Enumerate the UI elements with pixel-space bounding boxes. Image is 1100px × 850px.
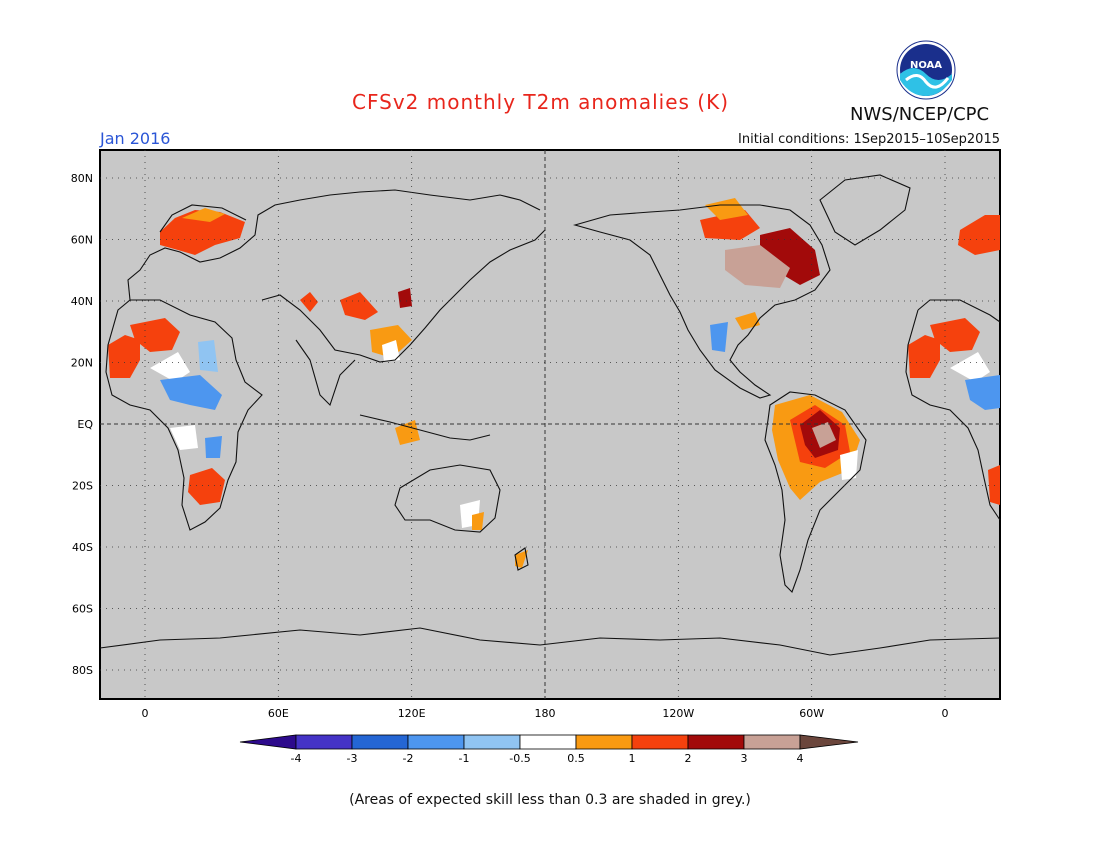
coastline-africa (105, 299, 263, 531)
lat-label: EQ (77, 418, 93, 431)
colorbar-tick-label: -2 (403, 752, 414, 765)
coastline-antarctica (99, 627, 1001, 656)
anomaly-patch-china (300, 292, 318, 312)
colorbar-max-arrow (799, 734, 859, 750)
colorbar-swatch (463, 734, 521, 750)
colorbar-tick-label: 1 (629, 752, 636, 765)
colorbar-tick-label: 3 (741, 752, 748, 765)
anomaly-patches (108, 198, 1000, 568)
lat-label: 20N (71, 357, 93, 370)
lat-label: 60N (71, 234, 93, 247)
lat-label: 40N (71, 295, 93, 308)
colorbar-tick-label: 0.5 (567, 752, 585, 765)
colorbar-swatch (295, 734, 353, 750)
colorbar-swatch (351, 734, 409, 750)
lon-label: 0 (142, 707, 149, 720)
lon-label: 120W (662, 707, 694, 720)
lon-label: 60W (799, 707, 824, 720)
colorbar-tick-label: -1 (459, 752, 470, 765)
colorbar-swatch (575, 734, 633, 750)
colorbar-tick-label: -4 (291, 752, 302, 765)
colorbar-swatch (743, 734, 801, 750)
colorbar-swatch (519, 734, 577, 750)
lat-label: 80S (72, 664, 93, 677)
lat-label: 60S (72, 603, 93, 616)
lat-label: 40S (72, 541, 93, 554)
colorbar: -4 -3 -2 -1 -0.5 0.5 1 2 3 4 (239, 734, 859, 765)
coastline-south-america (764, 391, 867, 593)
anomaly-patch-southern-africa (188, 468, 225, 505)
colorbar-tick-label: 4 (797, 752, 804, 765)
coastline-australia (394, 464, 501, 533)
axis-labels: 80N 60N 40N 20N EQ 20S 40S 60S 80S 0 60E 120E 180 120… (71, 172, 949, 720)
colorbar-tick-label: -3 (347, 752, 358, 765)
anomaly-patch-scandinavia (160, 210, 245, 255)
lat-label: 80N (71, 172, 93, 185)
colorbar-tick-label: 2 (685, 752, 692, 765)
colorbar-swatch (631, 734, 689, 750)
colorbar-swatch (687, 734, 745, 750)
coastline-north-america (572, 204, 831, 399)
map-title: CFSv2 monthly T2m anomalies (K) (352, 90, 729, 114)
skill-footnote: (Areas of expected skill less than 0.3 a… (349, 792, 751, 808)
anomaly-patch-canada (700, 210, 760, 240)
lon-label: 180 (535, 707, 556, 720)
initial-conditions: Initial conditions: 1Sep2015–10Sep2015 (738, 132, 1000, 147)
svg-text:NOAA: NOAA (910, 60, 942, 71)
lon-label: 60E (268, 707, 289, 720)
forecast-month: Jan 2016 (100, 129, 171, 148)
noaa-logo-icon: NOAA (896, 40, 956, 100)
colorbar-min-arrow (239, 734, 297, 750)
coastline-europe (127, 189, 541, 301)
coastline-asia (261, 229, 546, 363)
lat-label: 20S (72, 480, 93, 493)
colorbar-swatch (407, 734, 465, 750)
colorbar-tick-label: -0.5 (509, 752, 530, 765)
lon-label: 120E (398, 707, 426, 720)
map-grid (100, 150, 1000, 699)
coastlines (99, 174, 1001, 656)
anomaly-patch-nw-africa (108, 335, 140, 378)
lon-label: 0 (942, 707, 949, 720)
agency-label: NWS/NCEP/CPC (850, 104, 990, 125)
